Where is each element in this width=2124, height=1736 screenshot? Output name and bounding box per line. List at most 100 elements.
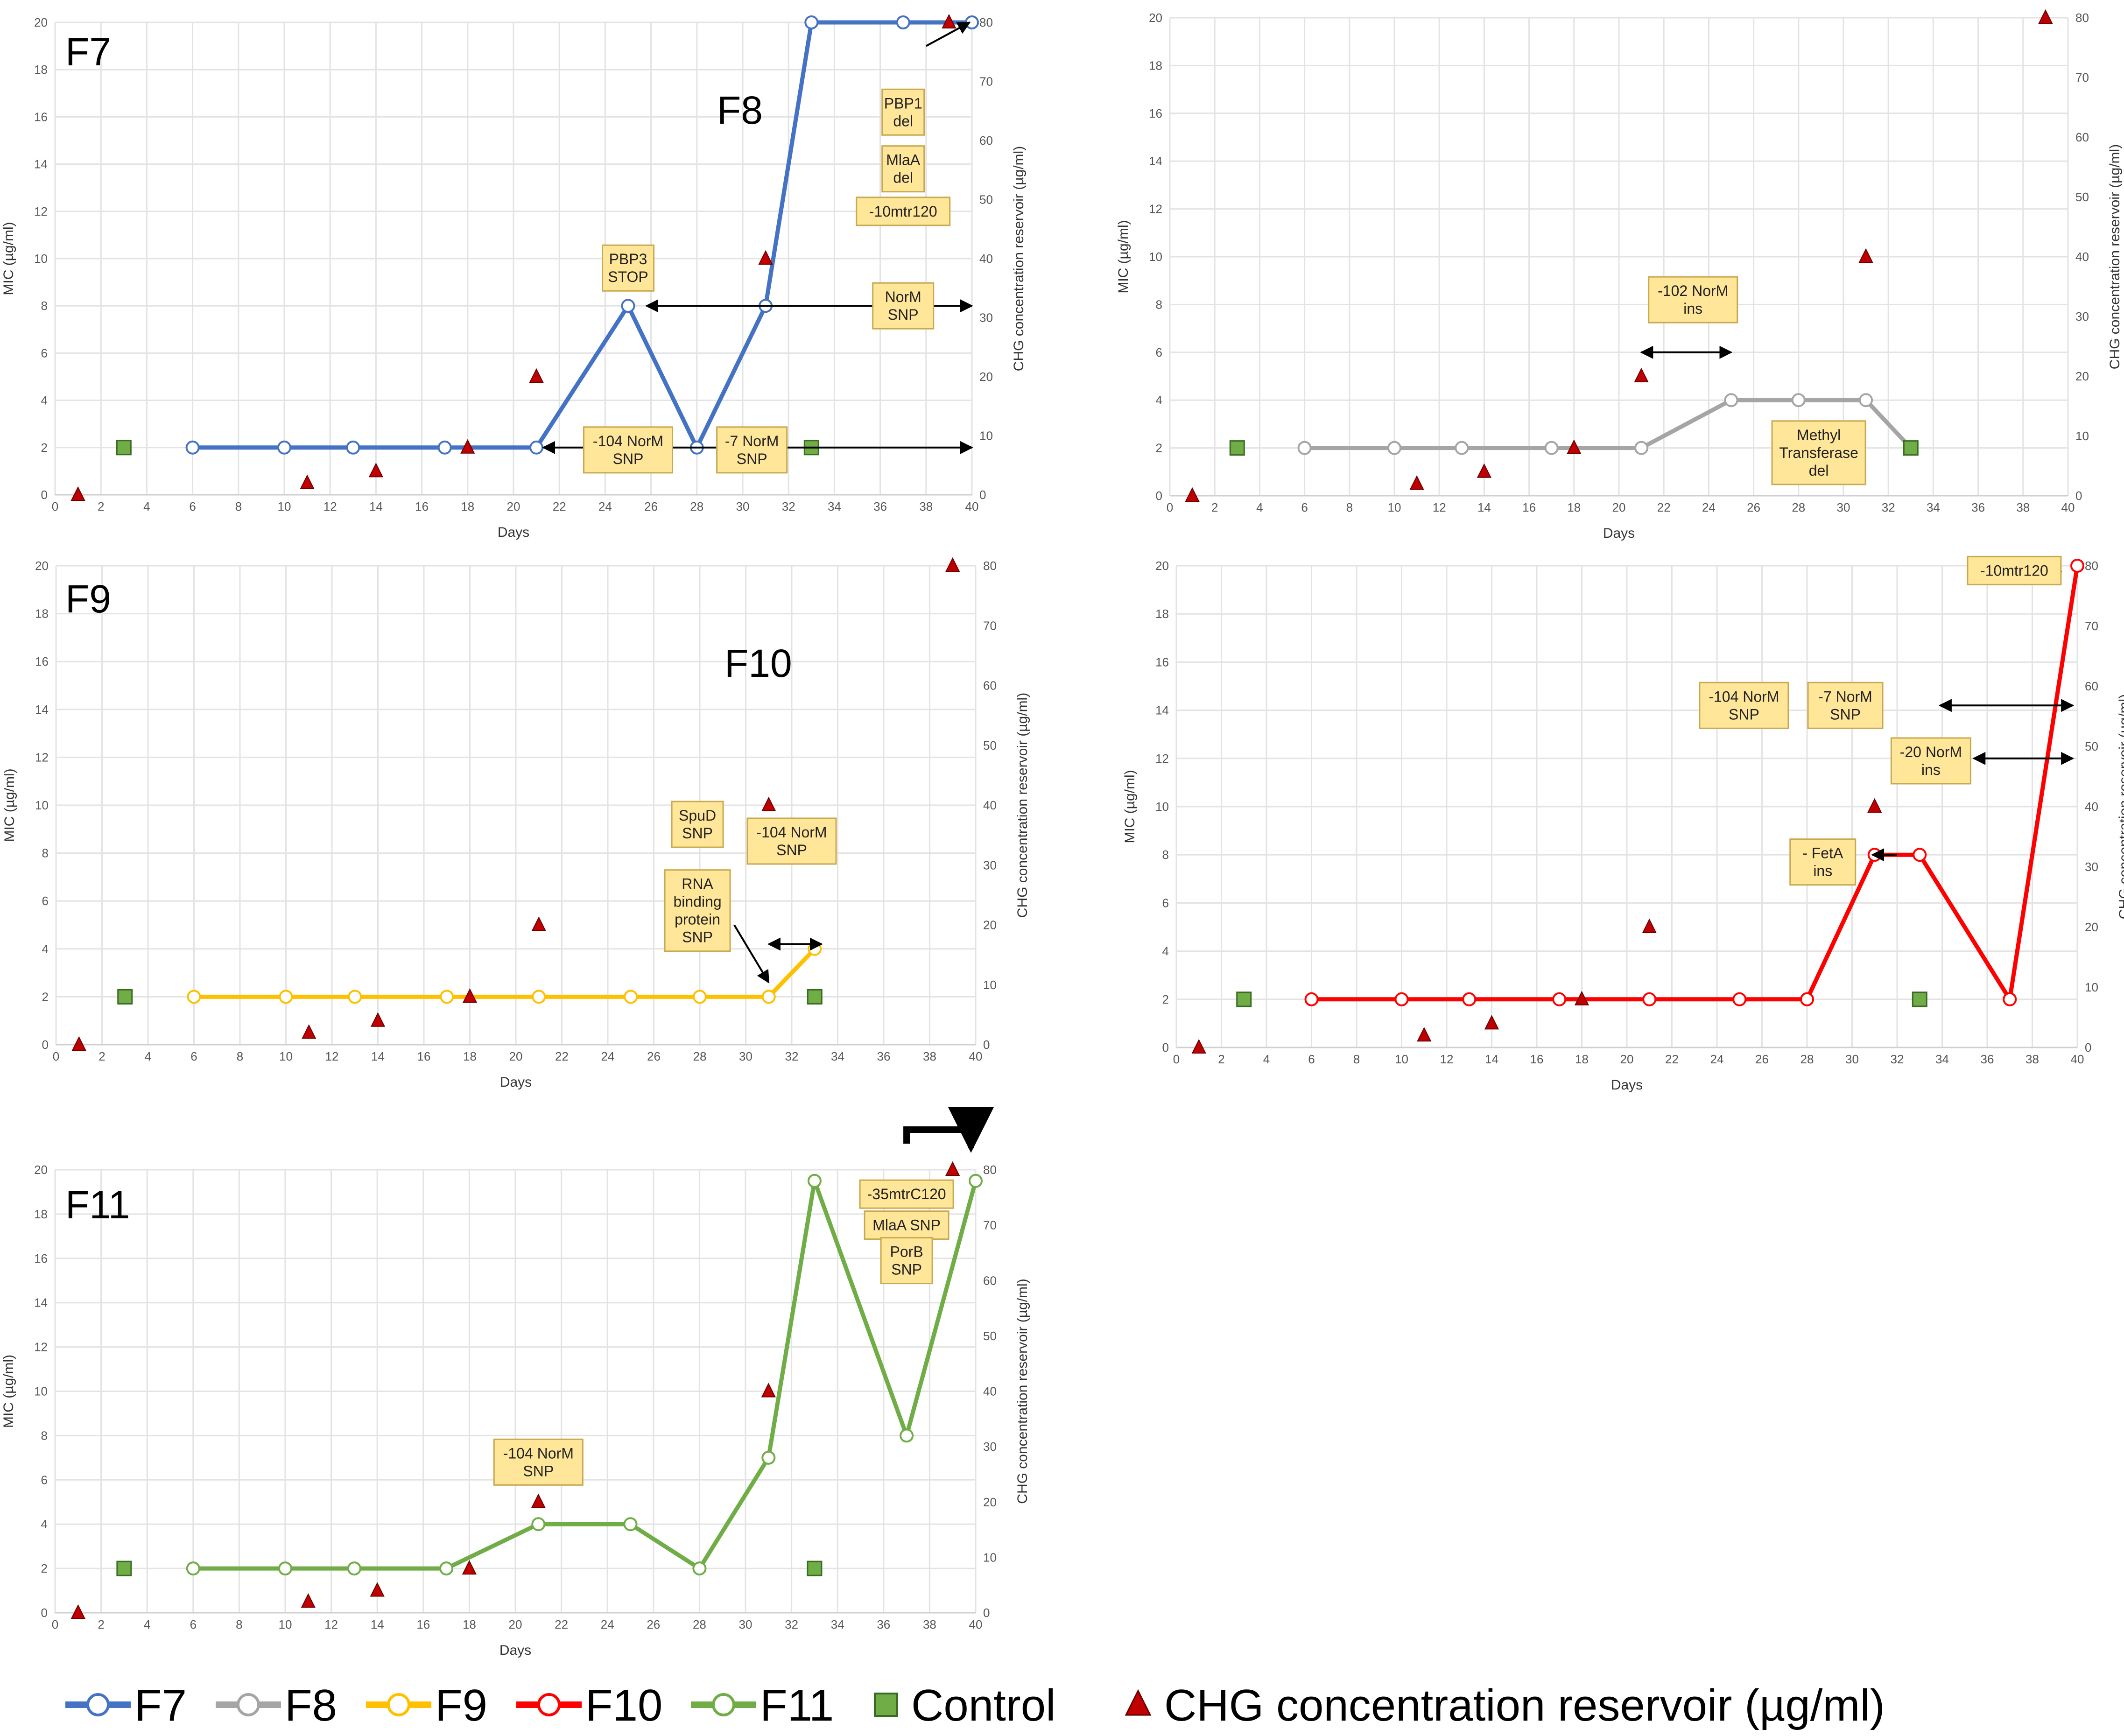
control-marker (117, 989, 133, 1005)
legend-label: F7 (134, 1680, 187, 1730)
x-tick-label: 32 (785, 1049, 799, 1063)
chg-marker (301, 1593, 316, 1608)
x-tick-label: 14 (369, 499, 383, 513)
x-tick-label: 6 (1308, 1052, 1315, 1066)
data-point (692, 1561, 707, 1576)
y-right-tick-label: 70 (2075, 70, 2089, 84)
annotation-text: PorB (890, 1244, 923, 1260)
annotation-text: SNP (891, 1261, 922, 1278)
y-right-tick-label: 10 (983, 1550, 997, 1564)
annotation-box-background (671, 801, 724, 848)
y-right-tick-label: 50 (979, 193, 993, 207)
x-tick-label: 28 (693, 1049, 707, 1063)
annotation-text: ins (1683, 300, 1702, 317)
y-left-tick-label: 12 (1149, 202, 1162, 216)
annotation-text: -20 NorM (1900, 744, 1962, 760)
legend-control-marker (874, 1693, 898, 1717)
legend-marker (712, 1693, 735, 1716)
y-left-tick-label: 12 (34, 1340, 48, 1354)
y-left-tick-label: 6 (41, 1473, 48, 1487)
x-tick-label: 8 (1353, 1052, 1360, 1066)
y-right-tick-label: 30 (2085, 860, 2098, 874)
x-tick-label: 22 (555, 1049, 569, 1063)
x-tick-label: 6 (189, 499, 196, 513)
annotation-text: SNP (737, 450, 767, 467)
x-tick-label: 8 (237, 1049, 243, 1063)
data-point (187, 990, 201, 1004)
annotation-box-background (881, 145, 925, 193)
x-tick-label: 14 (1477, 500, 1491, 514)
chg-marker (368, 463, 384, 478)
annotation-text: -104 NorM (756, 824, 827, 841)
data-point (804, 15, 819, 29)
x-tick-label: 4 (1263, 1052, 1270, 1066)
y-left-tick-label: 18 (34, 1207, 48, 1221)
x-tick-label: 34 (831, 1049, 844, 1063)
x-tick-label: 12 (324, 1617, 338, 1631)
data-point (439, 1561, 454, 1576)
x-tick-label: 2 (1211, 500, 1218, 514)
x-tick-label: 24 (601, 1049, 615, 1063)
chg-marker (71, 1036, 86, 1051)
panel-title: F8 (717, 88, 763, 132)
control-marker (1236, 991, 1252, 1007)
y-left-axis-label: MIC (µg/ml) (1, 1355, 16, 1428)
y-left-tick-label: 10 (34, 1385, 48, 1399)
x-tick-label: 36 (873, 499, 887, 513)
x-tick-label: 4 (144, 1617, 150, 1631)
panel-title: F10 (724, 641, 792, 685)
x-tick-label: 20 (507, 499, 520, 513)
annotation-box-background (880, 1237, 933, 1285)
y-right-tick-label: 30 (2075, 309, 2089, 323)
data-point (346, 440, 360, 455)
chg-marker (1185, 487, 1200, 502)
y-right-tick-label: 80 (2085, 559, 2098, 573)
legend-marker (387, 1693, 410, 1716)
y-left-tick-label: 4 (1156, 393, 1162, 407)
chg-marker (761, 1383, 776, 1398)
y-left-tick-label: 14 (34, 1296, 48, 1310)
x-tick-label: 12 (325, 1049, 339, 1063)
chg-marker (945, 557, 960, 572)
y-left-tick-label: 14 (1149, 154, 1162, 168)
x-tick-label: 2 (98, 1049, 105, 1063)
legend-label: F10 (585, 1680, 662, 1730)
y-right-tick-label: 20 (2075, 369, 2089, 383)
y-right-tick-label: 40 (979, 252, 993, 266)
y-left-axis-label: MIC (µg/ml) (1, 222, 16, 295)
annotation-box: MlaA SNP (864, 1210, 949, 1240)
x-tick-label: 6 (190, 1049, 197, 1063)
annotation-box-background (1789, 838, 1857, 886)
legend-label: F11 (760, 1680, 834, 1730)
x-tick-label: 16 (415, 499, 429, 513)
y-right-tick-label: 60 (983, 679, 997, 693)
x-tick-label: 10 (278, 499, 291, 513)
x-tick-label: 24 (1702, 500, 1716, 514)
data-point (529, 440, 544, 455)
legend-marker (537, 1693, 561, 1716)
x-tick-label: 14 (1485, 1052, 1498, 1066)
annotation-box: -10mtr120 (856, 197, 951, 226)
x-tick-label: 0 (53, 1049, 59, 1063)
x-tick-label: 28 (1792, 500, 1805, 514)
y-right-axis-label: CHG concentration reservoir (µg/ml) (2107, 144, 2123, 369)
annotation-text: MlaA (886, 152, 921, 169)
x-tick-label: 34 (1927, 500, 1940, 514)
y-right-tick-label: 0 (983, 1038, 990, 1052)
y-right-tick-label: 70 (983, 1218, 997, 1232)
x-tick-label: 38 (919, 499, 933, 513)
x-tick-label: 20 (509, 1049, 523, 1063)
annotation-text: ins (1921, 761, 1941, 778)
y-right-tick-label: 60 (979, 134, 993, 148)
chg-marker (1191, 1039, 1206, 1054)
x-tick-label: 0 (52, 499, 58, 513)
annotation-text: del (1809, 462, 1829, 479)
x-tick-label: 6 (1301, 500, 1308, 514)
annotation-box-background (1967, 555, 2062, 585)
data-point (348, 990, 362, 1004)
chg-marker (1417, 1026, 1432, 1042)
